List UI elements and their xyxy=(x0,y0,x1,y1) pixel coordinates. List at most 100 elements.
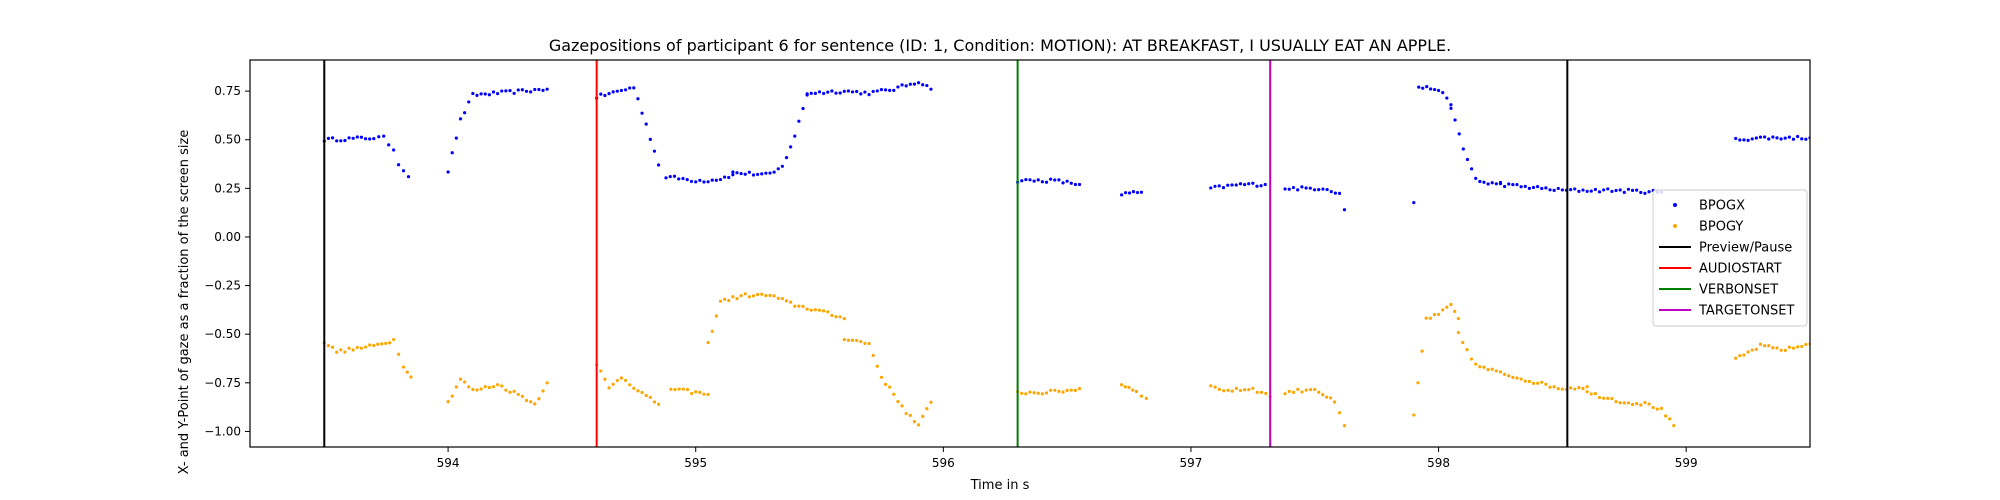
data-point-bpogx xyxy=(463,111,467,115)
data-point-bpogy xyxy=(1651,405,1655,410)
data-point-bpogy xyxy=(401,365,406,369)
data-point-bpogx xyxy=(1131,190,1136,194)
data-point-bpogx xyxy=(1139,190,1144,194)
data-point-bpogy xyxy=(1635,401,1639,406)
data-point-bpogx xyxy=(776,167,780,171)
data-point-bpogx xyxy=(1441,91,1445,95)
data-point-bpogy xyxy=(813,308,818,312)
data-point-bpogy xyxy=(743,292,747,296)
data-point-bpogy xyxy=(1238,388,1243,393)
data-point-bpogx xyxy=(1738,138,1742,142)
data-point-bpogx xyxy=(809,91,813,95)
data-point-bpogy xyxy=(1573,387,1577,391)
data-point-bpogy xyxy=(1251,386,1255,390)
data-point-bpogx xyxy=(326,136,331,140)
data-point-bpogy xyxy=(751,294,756,298)
data-point-bpogy xyxy=(603,377,607,381)
data-point-bpogy xyxy=(681,387,685,391)
data-point-bpogx xyxy=(1746,138,1750,142)
data-point-bpogy xyxy=(1259,390,1264,394)
data-point-bpogx xyxy=(1465,157,1470,162)
data-point-bpogx xyxy=(1283,187,1287,191)
data-point-bpogx xyxy=(1734,136,1738,141)
data-point-bpogy xyxy=(817,308,822,312)
data-point-bpogx xyxy=(1251,181,1255,185)
data-point-bpogy xyxy=(1317,390,1321,394)
data-point-bpogy xyxy=(1453,309,1457,313)
data-point-bpogy xyxy=(640,390,644,395)
data-point-bpogx xyxy=(1259,184,1263,188)
data-point-bpogy xyxy=(1441,308,1445,312)
data-point-bpogy xyxy=(838,315,842,319)
data-point-bpogy xyxy=(533,402,537,406)
data-point-bpogy xyxy=(500,384,504,388)
data-point-bpogy xyxy=(801,304,805,308)
data-point-bpogy xyxy=(330,345,335,349)
data-point-bpogx xyxy=(500,89,504,93)
data-point-bpogx xyxy=(929,87,933,91)
data-point-bpogy xyxy=(479,387,483,391)
data-point-bpogy xyxy=(1073,388,1077,392)
data-point-bpogx xyxy=(1490,181,1494,185)
data-point-bpogy xyxy=(1230,389,1234,393)
data-point-bpogy xyxy=(1507,374,1511,378)
data-point-bpogx xyxy=(896,85,900,89)
data-point-bpogx xyxy=(1445,96,1449,100)
data-point-bpogy xyxy=(454,385,458,389)
data-point-bpogx xyxy=(471,91,475,96)
data-point-bpogx xyxy=(1263,182,1267,187)
data-point-bpogy xyxy=(458,377,463,381)
data-point-bpogy xyxy=(1234,386,1238,390)
data-point-bpogy xyxy=(1445,305,1449,309)
y-tick-label: −0.75 xyxy=(204,376,241,390)
data-point-bpogx xyxy=(1804,137,1808,141)
data-point-bpogx xyxy=(1287,187,1291,191)
data-point-bpogx xyxy=(1647,190,1651,194)
data-point-bpogy xyxy=(359,346,364,350)
data-point-bpogx xyxy=(751,173,756,177)
data-point-bpogy xyxy=(797,304,801,308)
x-tick-label: 595 xyxy=(684,456,707,470)
data-point-bpogx xyxy=(1556,186,1560,191)
data-point-bpogy xyxy=(632,386,636,390)
data-point-bpogx xyxy=(681,176,685,181)
data-point-bpogx xyxy=(628,86,632,90)
data-point-bpogx xyxy=(607,92,611,96)
legend-label-preview-pause: Preview/Pause xyxy=(1699,241,1792,256)
data-point-bpogy xyxy=(1602,396,1606,400)
data-point-bpogx xyxy=(1796,134,1800,139)
data-point-bpogx xyxy=(545,87,549,91)
data-point-bpogx xyxy=(1417,85,1421,89)
data-point-bpogx xyxy=(714,178,718,182)
data-point-bpogy xyxy=(904,411,908,416)
data-point-bpogy xyxy=(1800,344,1804,349)
data-point-bpogx xyxy=(1597,190,1602,194)
data-point-bpogx xyxy=(1296,188,1300,192)
data-point-bpogy xyxy=(1287,389,1291,393)
data-point-bpogy xyxy=(1622,401,1626,405)
data-point-bpogy xyxy=(1465,348,1469,352)
data-point-bpogy xyxy=(351,348,355,352)
data-point-bpogx xyxy=(727,175,731,180)
data-point-bpogx xyxy=(632,86,636,90)
data-point-bpogy xyxy=(1606,396,1610,400)
data-point-bpogy xyxy=(871,353,875,358)
data-point-bpogx xyxy=(1791,137,1796,141)
data-point-bpogx xyxy=(537,87,541,92)
data-point-bpogy xyxy=(846,338,851,342)
data-point-bpogy xyxy=(1511,375,1515,379)
data-point-bpogx xyxy=(1077,182,1082,187)
data-point-bpogy xyxy=(859,339,863,344)
data-point-bpogx xyxy=(1486,182,1490,186)
data-point-bpogx xyxy=(1412,201,1416,205)
data-point-bpogx xyxy=(1291,185,1296,190)
data-point-bpogy xyxy=(1754,347,1758,351)
data-point-bpogy xyxy=(710,329,714,333)
data-point-bpogx xyxy=(1742,138,1746,142)
data-point-bpogx xyxy=(1581,188,1585,192)
data-point-bpogx xyxy=(694,180,698,184)
series-bpogx xyxy=(322,81,1810,212)
data-point-bpogx xyxy=(1474,176,1478,180)
data-point-bpogy xyxy=(1255,390,1259,394)
data-point-bpogy xyxy=(1503,372,1507,376)
